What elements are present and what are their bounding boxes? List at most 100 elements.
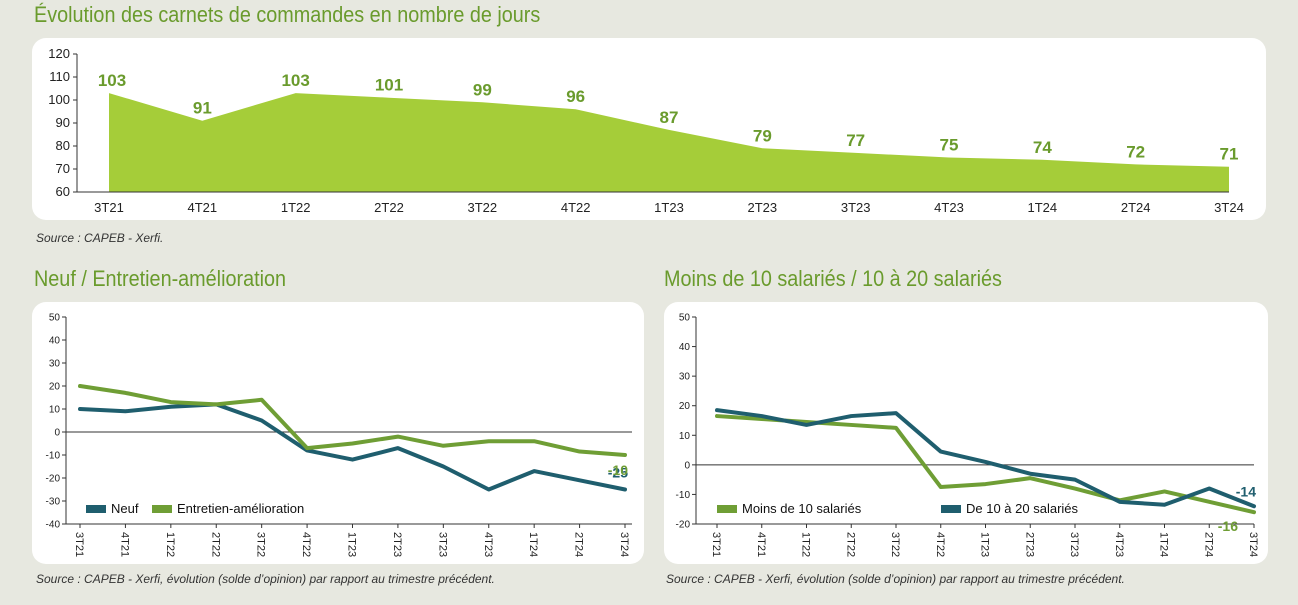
x-tick-label: 4T23 (934, 200, 964, 215)
data-label: 103 (281, 71, 309, 90)
y-tick-label: 0 (54, 428, 60, 439)
x-tick-label: 1T24 (1028, 200, 1058, 215)
legend-swatch (152, 505, 172, 513)
end-label: -25 (608, 465, 628, 481)
x-tick-label: 1T23 (346, 532, 358, 557)
data-label: 96 (566, 87, 585, 106)
left-chart-panel: -40 -30 -20 -10 0 10 20 30 40 50 3T21 4T21 1T22 2T22 3… (32, 302, 644, 564)
x-tick-label: 3T23 (841, 200, 871, 215)
x-tick-label: 2T22 (374, 200, 404, 215)
y-tick-label: 20 (679, 401, 691, 412)
x-tick-label: 2T22 (209, 532, 221, 557)
y-tick-label: 30 (679, 372, 691, 383)
data-label: 75 (940, 136, 959, 155)
y-tick-label: 20 (49, 382, 61, 393)
x-tick-label: 1T22 (164, 532, 176, 557)
end-label: -14 (1236, 483, 1256, 499)
left-line-chart: -40 -30 -20 -10 0 10 20 30 40 50 3T21 4T21 1T22 2T22 3… (46, 313, 632, 557)
y-tick-label: 10 (679, 431, 691, 442)
right-chart-source: Source : CAPEB - Xerfi, évolution (solde… (666, 572, 1125, 586)
right-line-chart: -20 -10 0 10 20 30 40 50 3T21 4T21 1T22 2T22 3T22 4T2… (676, 313, 1259, 558)
x-tick-label: 4T22 (561, 200, 591, 215)
y-tick-label: 90 (56, 115, 70, 130)
y-tick-label: -10 (46, 451, 61, 462)
y-tick-label: 100 (48, 92, 70, 107)
x-tick-label: 1T23 (654, 200, 684, 215)
x-tick-label: 3T22 (468, 200, 498, 215)
data-label: 101 (375, 76, 403, 95)
data-label: 74 (1033, 138, 1052, 157)
main-chart-title: Évolution des carnets de commandes en no… (34, 2, 541, 27)
y-tick-label: 70 (56, 161, 70, 176)
x-tick-label: 3T23 (436, 532, 448, 557)
x-tick-label: 3T23 (1068, 532, 1080, 557)
x-tick-label: 4T21 (755, 532, 767, 557)
legend-label: De 10 à 20 salariés (966, 501, 1079, 516)
y-tick-label: 50 (49, 313, 61, 324)
series-line-1 (78, 402, 627, 492)
main-area-chart: 60 70 80 90 100 110 120 3T21 4T21 1T22 2T22 3T22 4T2… (48, 46, 1244, 215)
y-tick-label: -30 (46, 497, 61, 508)
x-tick-label: 4T23 (1113, 532, 1125, 557)
x-tick-label: 1T22 (281, 200, 311, 215)
data-label: 77 (846, 131, 865, 150)
area-series (109, 93, 1229, 192)
y-tick-label: -20 (46, 474, 61, 485)
x-tick-label: 4T22 (300, 532, 312, 557)
x-tick-label: 3T24 (1247, 532, 1259, 557)
main-chart-source: Source : CAPEB - Xerfi. (36, 231, 164, 245)
end-label: -16 (1218, 518, 1238, 534)
series-line-2 (715, 408, 1256, 509)
x-tick-label: 3T24 (1214, 200, 1244, 215)
right-chart-title: Moins de 10 salariés / 10 à 20 salariés (664, 266, 1002, 291)
legend-label: Entretien-amélioration (177, 501, 304, 516)
data-label: 91 (193, 99, 212, 118)
x-tick-label: 3T21 (710, 532, 722, 557)
data-label: 72 (1126, 142, 1145, 161)
y-tick-label: 60 (56, 184, 70, 199)
x-tick-label: 4T21 (188, 200, 218, 215)
data-label: 71 (1220, 145, 1239, 164)
y-tick-label: -40 (46, 520, 61, 531)
legend-swatch (717, 505, 737, 513)
data-label: 103 (98, 71, 126, 90)
legend-swatch (86, 505, 106, 513)
y-tick-label: 50 (679, 313, 691, 324)
x-tick-label: 3T21 (73, 532, 85, 557)
x-tick-label: 3T22 (889, 532, 901, 557)
main-chart-panel: 60 70 80 90 100 110 120 3T21 4T21 1T22 2T22 3T22 4T2… (32, 38, 1266, 220)
left-chart-title: Neuf / Entretien-amélioration (34, 266, 287, 291)
x-tick-label: 4T22 (934, 532, 946, 557)
right-chart-panel: -20 -10 0 10 20 30 40 50 3T21 4T21 1T22 2T22 3T22 4T2… (664, 302, 1268, 564)
x-tick-label: 2T24 (1121, 200, 1151, 215)
left-chart-source: Source : CAPEB - Xerfi, évolution (solde… (36, 572, 495, 586)
legend-label: Moins de 10 salariés (742, 501, 862, 516)
data-label: 79 (753, 126, 772, 145)
end-label: -10 (608, 462, 628, 478)
x-tick-label: 2T23 (748, 200, 778, 215)
x-tick-label: 4T21 (118, 532, 130, 557)
series-line-2 (78, 384, 627, 457)
y-tick-label: 40 (49, 336, 61, 347)
y-tick-label: 10 (49, 405, 61, 416)
x-tick-label: 2T22 (844, 532, 856, 557)
x-tick-label: 2T23 (1023, 532, 1035, 557)
y-tick-label: 40 (679, 342, 691, 353)
x-tick-label: 1T24 (527, 532, 539, 557)
y-tick-label: -20 (676, 520, 691, 531)
x-tick-label: 2T24 (573, 532, 585, 557)
legend-label: Neuf (111, 501, 139, 516)
x-tick-label: 1T22 (800, 532, 812, 557)
x-tick-label: 1T24 (1158, 532, 1170, 557)
x-tick-label: 2T23 (391, 532, 403, 557)
y-tick-label: 120 (48, 46, 70, 61)
data-label: 87 (660, 108, 679, 127)
y-tick-label: 30 (49, 359, 61, 370)
y-tick-label: -10 (676, 490, 691, 501)
y-tick-label: 0 (684, 460, 690, 471)
x-tick-label: 1T23 (979, 532, 991, 557)
x-tick-label: 3T22 (255, 532, 267, 557)
x-tick-label: 4T23 (482, 532, 494, 557)
x-tick-label: 2T24 (1202, 532, 1214, 557)
